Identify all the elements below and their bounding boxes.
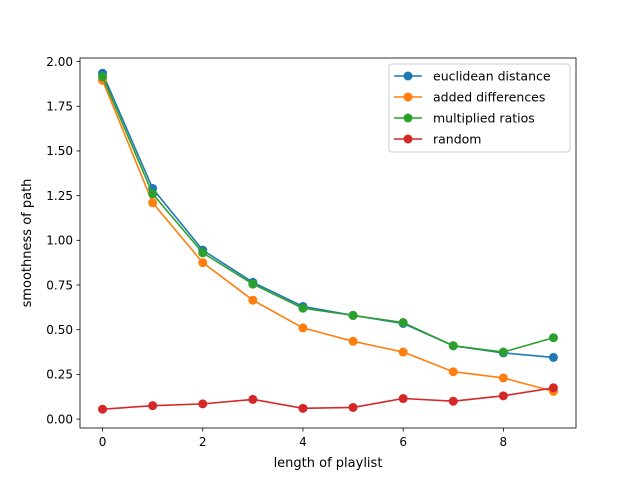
data-point xyxy=(198,248,208,258)
legend-frame xyxy=(388,63,571,153)
data-point xyxy=(298,323,308,333)
axes-layer xyxy=(79,57,577,429)
data-point xyxy=(498,391,508,401)
x-tick-label: 4 xyxy=(299,435,307,449)
x-tick-label: 2 xyxy=(199,435,207,449)
data-point xyxy=(548,352,558,362)
data-point xyxy=(248,295,258,305)
legend-swatch-marker xyxy=(403,134,413,144)
y-tick-label: 1.50 xyxy=(46,144,73,158)
y-tick-label: 0.25 xyxy=(46,368,73,382)
series-line xyxy=(101,80,554,393)
data-point xyxy=(348,336,358,346)
data-point xyxy=(548,333,558,343)
y-tick-label: 0.00 xyxy=(46,412,73,426)
legend: euclidean distance added differences multi… xyxy=(388,63,571,153)
y-tick-label: 0.75 xyxy=(46,278,73,292)
data-point xyxy=(448,341,458,351)
series-layer xyxy=(98,68,558,414)
data-point xyxy=(248,394,258,404)
data-point xyxy=(348,402,358,412)
legend-swatch-marker xyxy=(403,92,413,102)
legend-label: added differences xyxy=(433,90,545,105)
data-point xyxy=(148,198,158,208)
x-tick-label: 8 xyxy=(500,435,508,449)
data-point xyxy=(298,403,308,413)
y-tick-label: 0.50 xyxy=(46,323,73,337)
legend-label: multiplied ratios xyxy=(433,111,535,126)
data-point xyxy=(198,399,208,409)
legend-swatch-marker xyxy=(403,113,413,123)
legend-entries: euclidean distance added differences multi… xyxy=(394,69,551,147)
data-point xyxy=(248,279,258,289)
data-point xyxy=(348,310,358,320)
y-tick-label: 1.75 xyxy=(46,100,73,114)
legend-label: random xyxy=(433,132,481,147)
legend-swatch-marker xyxy=(403,71,413,81)
data-point xyxy=(498,373,508,383)
x-axis-label: length of playlist xyxy=(274,456,383,471)
data-point xyxy=(398,347,408,357)
y-axis: 0.00 0.25 0.50 0.75 1.00 1.25 1.50 1.75 2.00 xyxy=(46,55,80,426)
data-point xyxy=(148,189,158,199)
series-line xyxy=(102,386,554,411)
plot-frame xyxy=(79,57,577,429)
x-tick-label: 6 xyxy=(399,435,407,449)
series-line xyxy=(101,76,554,353)
data-point xyxy=(498,347,508,357)
x-tick-label: 0 xyxy=(99,435,107,449)
data-point xyxy=(98,72,108,82)
data-point xyxy=(548,383,558,393)
data-point xyxy=(148,401,158,411)
y-tick-label: 2.00 xyxy=(46,55,73,69)
data-point xyxy=(298,303,308,313)
y-tick-label: 1.25 xyxy=(46,189,73,203)
y-tick-label: 1.00 xyxy=(46,234,73,248)
data-point xyxy=(398,318,408,328)
data-point xyxy=(198,258,208,268)
data-point xyxy=(98,404,108,414)
data-point xyxy=(398,394,408,404)
x-axis: 0 2 4 6 8 xyxy=(99,428,507,449)
data-point xyxy=(448,396,458,406)
data-point xyxy=(448,367,458,377)
legend-label: euclidean distance xyxy=(433,69,551,84)
y-axis-label: smoothness of path xyxy=(20,179,35,308)
